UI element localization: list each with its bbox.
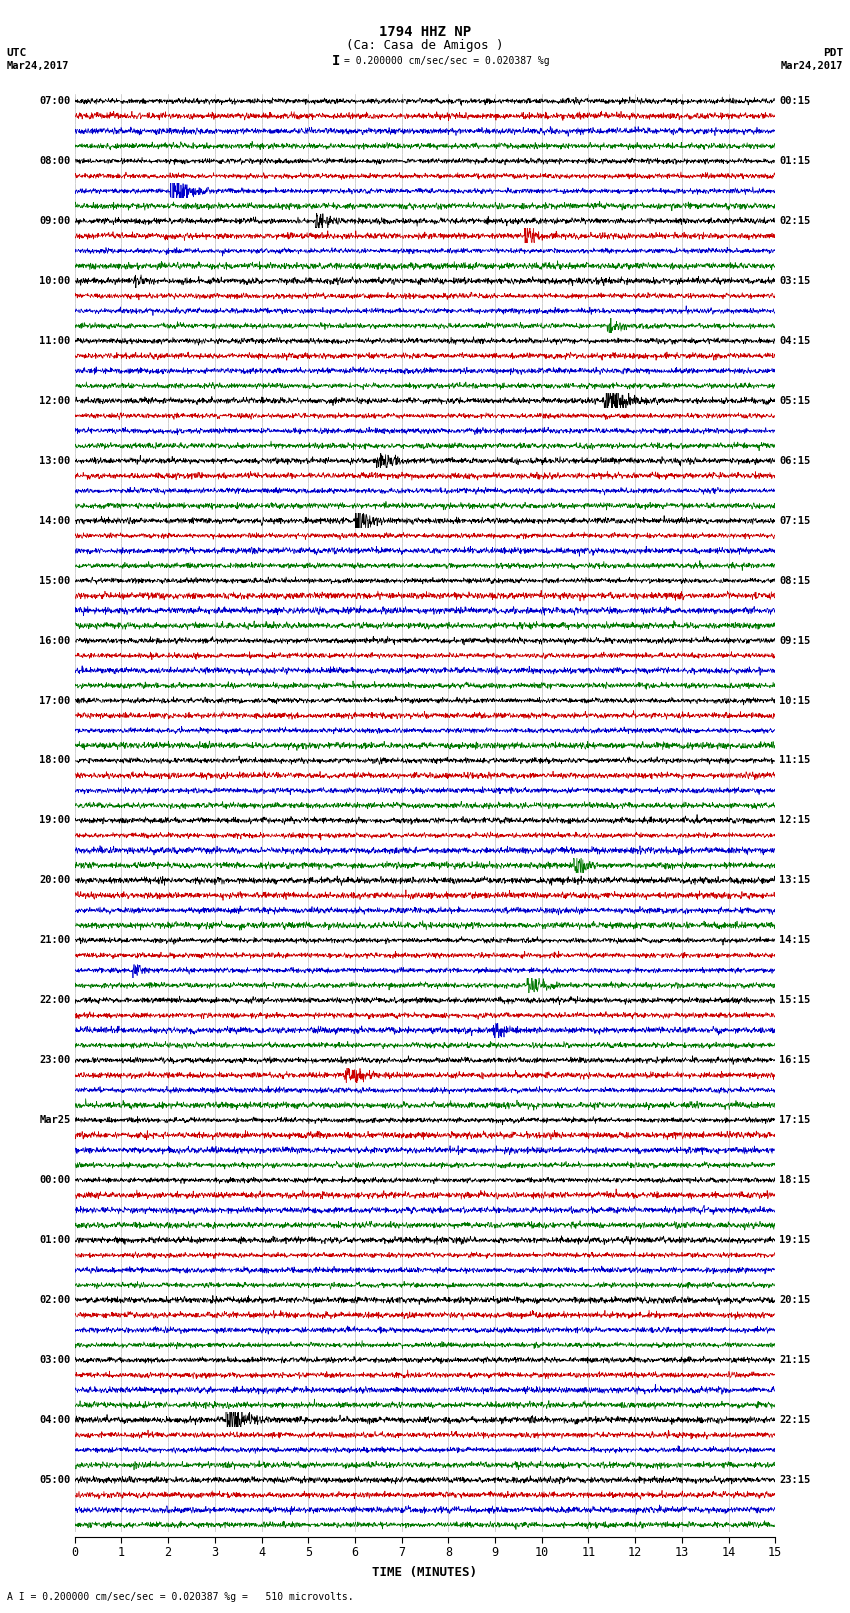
- Text: UTC: UTC: [7, 48, 27, 58]
- Text: 20:15: 20:15: [779, 1295, 811, 1305]
- Text: 12:00: 12:00: [39, 395, 71, 406]
- Text: 12:15: 12:15: [779, 816, 811, 826]
- Text: 23:15: 23:15: [779, 1474, 811, 1486]
- Text: 23:00: 23:00: [39, 1055, 71, 1065]
- Text: PDT: PDT: [823, 48, 843, 58]
- Text: 22:00: 22:00: [39, 995, 71, 1005]
- Text: 02:00: 02:00: [39, 1295, 71, 1305]
- Text: 21:15: 21:15: [779, 1355, 811, 1365]
- Text: 14:00: 14:00: [39, 516, 71, 526]
- Text: 17:15: 17:15: [779, 1115, 811, 1126]
- Text: 13:15: 13:15: [779, 876, 811, 886]
- Text: 19:00: 19:00: [39, 816, 71, 826]
- Text: 15:00: 15:00: [39, 576, 71, 586]
- Text: 00:00: 00:00: [39, 1176, 71, 1186]
- Text: I: I: [332, 55, 340, 68]
- Text: 13:00: 13:00: [39, 456, 71, 466]
- Text: 09:15: 09:15: [779, 636, 811, 645]
- Text: 09:00: 09:00: [39, 216, 71, 226]
- Text: 01:00: 01:00: [39, 1236, 71, 1245]
- Text: 16:15: 16:15: [779, 1055, 811, 1065]
- Text: 11:15: 11:15: [779, 755, 811, 766]
- Text: 18:00: 18:00: [39, 755, 71, 766]
- Text: 01:15: 01:15: [779, 156, 811, 166]
- Text: 14:15: 14:15: [779, 936, 811, 945]
- Text: 1794 HHZ NP: 1794 HHZ NP: [379, 26, 471, 39]
- Text: 10:15: 10:15: [779, 695, 811, 705]
- Text: 05:00: 05:00: [39, 1474, 71, 1486]
- Text: 04:15: 04:15: [779, 336, 811, 345]
- Text: 05:15: 05:15: [779, 395, 811, 406]
- Text: 03:00: 03:00: [39, 1355, 71, 1365]
- Text: 03:15: 03:15: [779, 276, 811, 286]
- Text: = 0.200000 cm/sec/sec = 0.020387 %g: = 0.200000 cm/sec/sec = 0.020387 %g: [344, 56, 550, 66]
- Text: 08:00: 08:00: [39, 156, 71, 166]
- Text: 07:00: 07:00: [39, 97, 71, 106]
- Text: 11:00: 11:00: [39, 336, 71, 345]
- Text: 22:15: 22:15: [779, 1415, 811, 1424]
- Text: 10:00: 10:00: [39, 276, 71, 286]
- Text: 16:00: 16:00: [39, 636, 71, 645]
- Text: 07:15: 07:15: [779, 516, 811, 526]
- Text: 04:00: 04:00: [39, 1415, 71, 1424]
- Text: Mar25: Mar25: [39, 1115, 71, 1126]
- Text: 15:15: 15:15: [779, 995, 811, 1005]
- Text: 21:00: 21:00: [39, 936, 71, 945]
- Text: 20:00: 20:00: [39, 876, 71, 886]
- Text: 00:15: 00:15: [779, 97, 811, 106]
- Text: 08:15: 08:15: [779, 576, 811, 586]
- Text: 19:15: 19:15: [779, 1236, 811, 1245]
- Text: 18:15: 18:15: [779, 1176, 811, 1186]
- Text: TIME (MINUTES): TIME (MINUTES): [372, 1566, 478, 1579]
- Text: A I = 0.200000 cm/sec/sec = 0.020387 %g =   510 microvolts.: A I = 0.200000 cm/sec/sec = 0.020387 %g …: [7, 1592, 354, 1602]
- Text: Mar24,2017: Mar24,2017: [780, 61, 843, 71]
- Text: 06:15: 06:15: [779, 456, 811, 466]
- Text: Mar24,2017: Mar24,2017: [7, 61, 70, 71]
- Text: (Ca: Casa de Amigos ): (Ca: Casa de Amigos ): [346, 39, 504, 52]
- Text: 17:00: 17:00: [39, 695, 71, 705]
- Text: 02:15: 02:15: [779, 216, 811, 226]
